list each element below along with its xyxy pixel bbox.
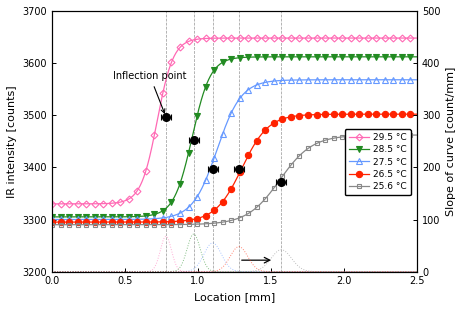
28.5 °C [114, 215, 119, 219]
26.5 °C [214, 206, 220, 210]
27.5 °C [324, 78, 330, 82]
Line: 27.5 °C: 27.5 °C [49, 76, 420, 223]
25.6 °C [293, 158, 299, 161]
29.5 °C [49, 202, 55, 206]
26.5 °C [49, 220, 55, 224]
25.6 °C [264, 195, 270, 198]
25.6 °C [214, 221, 220, 225]
26.5 °C [143, 220, 149, 224]
27.5 °C [264, 80, 270, 84]
27.5 °C [114, 218, 119, 221]
Line: 29.5 °C: 29.5 °C [50, 36, 419, 206]
29.5 °C [214, 36, 220, 40]
25.6 °C [324, 138, 330, 142]
29.5 °C [293, 36, 299, 40]
25.6 °C [114, 223, 119, 226]
28.5 °C [49, 215, 55, 219]
Legend: 29.5 °C, 28.5 °C, 27.5 °C, 26.5 °C, 25.6 °C: 29.5 °C, 28.5 °C, 27.5 °C, 26.5 °C, 25.6… [344, 129, 411, 196]
27.5 °C [49, 218, 55, 221]
Y-axis label: IR intensity [counts]: IR intensity [counts] [7, 85, 17, 197]
Text: Inflection point: Inflection point [113, 71, 187, 113]
27.5 °C [143, 217, 149, 221]
28.5 °C [214, 65, 220, 68]
29.5 °C [264, 36, 270, 40]
26.5 °C [414, 112, 420, 116]
X-axis label: Location [mm]: Location [mm] [194, 292, 275, 302]
26.5 °C [293, 114, 299, 118]
28.5 °C [414, 55, 420, 59]
Y-axis label: Slope of curve [count/mm]: Slope of curve [count/mm] [446, 67, 456, 216]
27.5 °C [414, 78, 420, 82]
27.5 °C [293, 78, 299, 82]
25.6 °C [49, 223, 55, 226]
28.5 °C [324, 55, 330, 59]
28.5 °C [143, 214, 149, 218]
26.5 °C [114, 220, 119, 224]
27.5 °C [214, 147, 220, 151]
26.5 °C [264, 126, 270, 130]
26.5 °C [324, 112, 330, 116]
Line: 28.5 °C: 28.5 °C [49, 53, 420, 220]
25.6 °C [414, 133, 420, 137]
28.5 °C [293, 55, 299, 59]
Line: 25.6 °C: 25.6 °C [50, 133, 419, 227]
29.5 °C [414, 36, 420, 40]
29.5 °C [143, 169, 149, 173]
29.5 °C [324, 36, 330, 40]
25.6 °C [143, 223, 149, 226]
28.5 °C [264, 55, 270, 59]
Line: 26.5 °C: 26.5 °C [49, 111, 420, 225]
29.5 °C [114, 201, 119, 205]
